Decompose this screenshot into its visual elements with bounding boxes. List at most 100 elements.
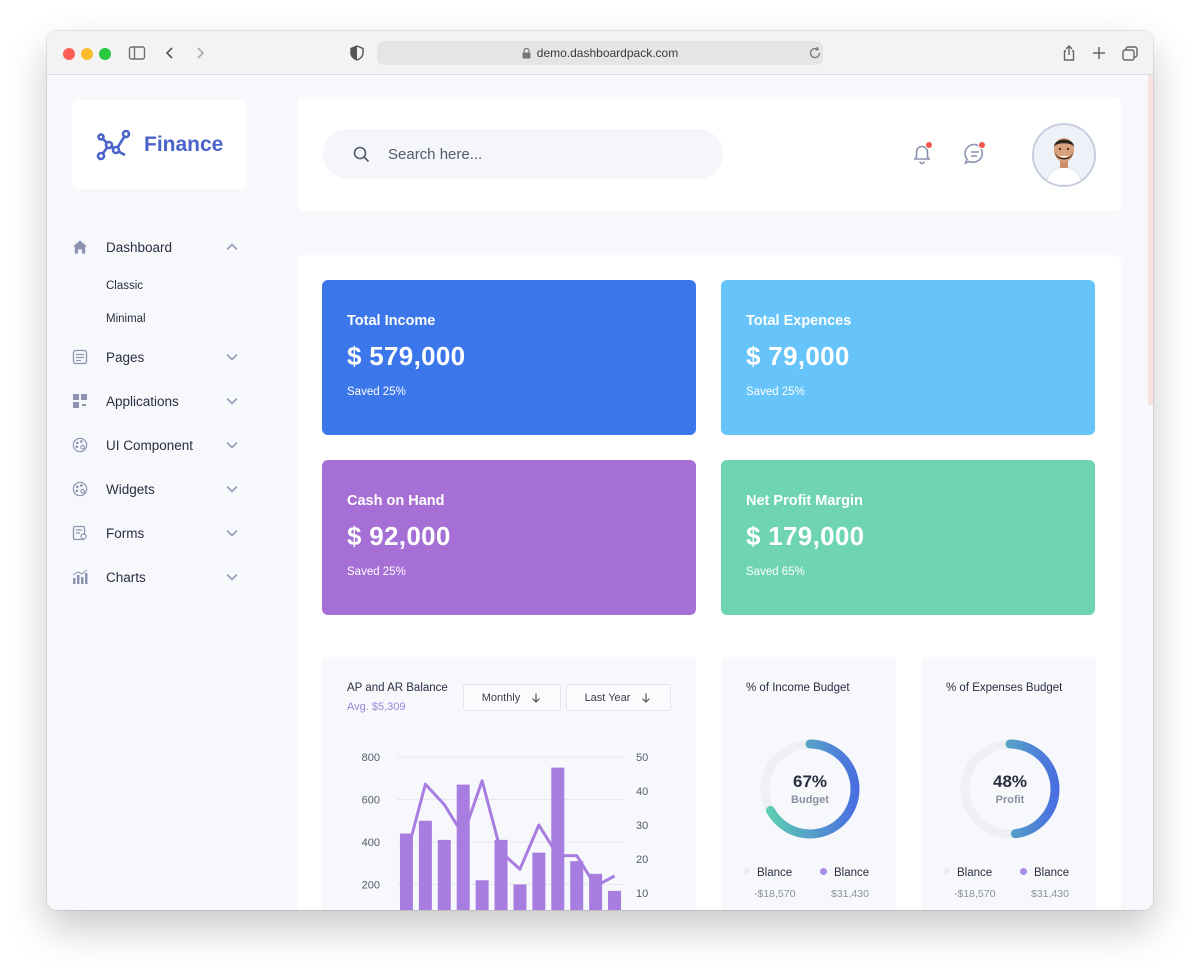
donut-percent: 67% xyxy=(792,772,828,791)
sidebar-item-pages[interactable]: Pages xyxy=(72,335,247,379)
new-tab-icon[interactable] xyxy=(1089,43,1109,63)
sidebar-item-applications[interactable]: Applications xyxy=(72,379,247,423)
chart-bar xyxy=(494,839,508,910)
y-right-tick-label: 20 xyxy=(636,854,648,866)
chevron-down-icon xyxy=(226,397,238,405)
page-content: Finance Dashboard Classic Minimal Pages xyxy=(47,75,1153,910)
sidebar-item-dashboard[interactable]: Dashboard xyxy=(72,225,247,269)
sidebar-item-ui-component[interactable]: UI Component xyxy=(72,423,247,467)
card-title: % of Expenses Budget xyxy=(946,682,1063,694)
legend-value: $31,430 xyxy=(1031,888,1069,900)
lock-icon xyxy=(522,47,531,58)
arrow-down-icon xyxy=(642,693,651,703)
form-icon xyxy=(72,525,88,541)
stat-subtext: Saved 65% xyxy=(746,566,805,578)
chevron-down-icon xyxy=(226,353,238,361)
sidebar-subitem-classic[interactable]: Classic xyxy=(106,279,144,292)
notifications-button[interactable] xyxy=(909,141,935,167)
minimize-window-button[interactable] xyxy=(81,48,93,60)
y-left-tick-label: 800 xyxy=(362,752,380,764)
close-window-button[interactable] xyxy=(63,48,75,60)
search-bar[interactable] xyxy=(323,129,723,179)
bar-chart-icon xyxy=(72,569,88,585)
search-icon[interactable] xyxy=(353,146,370,163)
sidebar-item-widgets[interactable]: Widgets xyxy=(72,467,247,511)
sidebar-nav: Dashboard Classic Minimal Pages Applicat… xyxy=(72,225,247,599)
grid-icon xyxy=(72,393,88,409)
reload-icon[interactable] xyxy=(807,45,823,61)
legend-label: Blance xyxy=(834,867,870,879)
legend-dot xyxy=(743,868,750,875)
scrollbar[interactable] xyxy=(1148,75,1153,405)
back-icon[interactable] xyxy=(160,43,180,63)
maximize-window-button[interactable] xyxy=(99,48,111,60)
stat-card-total-expences[interactable]: Total Expences $ 79,000 Saved 25% xyxy=(721,280,1095,435)
stat-title: Net Profit Margin xyxy=(746,493,863,509)
dropdown-value: Last Year xyxy=(584,691,631,704)
shield-icon[interactable] xyxy=(347,43,367,63)
legend-label: Blance xyxy=(1034,867,1070,879)
home-icon xyxy=(72,239,88,255)
card-title: AP and AR Balance xyxy=(347,682,448,694)
period-dropdown[interactable]: Monthly xyxy=(463,684,561,711)
chart-bar xyxy=(570,861,584,910)
sidebar-item-label: Forms xyxy=(106,525,145,541)
y-left-tick-label: 600 xyxy=(362,795,380,807)
chart-bar xyxy=(437,839,451,910)
palette-icon xyxy=(72,437,88,453)
address-bar[interactable]: demo.dashboardpack.com xyxy=(377,41,823,65)
chart-bar xyxy=(399,833,413,910)
sidebar-toggle-icon[interactable] xyxy=(127,43,147,63)
chevron-down-icon xyxy=(226,485,238,493)
y-right-tick-label: 30 xyxy=(636,820,648,832)
average-value: Avg. $5,309 xyxy=(347,701,406,713)
income-budget-donut: 67% Budget xyxy=(758,737,862,841)
messages-button[interactable] xyxy=(962,141,988,167)
search-input[interactable] xyxy=(388,145,688,163)
url-text: demo.dashboardpack.com xyxy=(536,46,679,60)
stat-subtext: Saved 25% xyxy=(347,566,406,578)
top-header xyxy=(297,97,1121,211)
forward-icon[interactable] xyxy=(190,43,210,63)
chart-bar xyxy=(418,820,432,910)
stat-card-net-profit-margin[interactable]: Net Profit Margin $ 179,000 Saved 65% xyxy=(721,460,1095,615)
stat-card-total-income[interactable]: Total Income $ 579,000 Saved 25% xyxy=(322,280,696,435)
legend-label: Blance xyxy=(757,867,793,879)
y-right-tick-label: 10 xyxy=(636,888,648,900)
sidebar-item-charts[interactable]: Charts xyxy=(72,555,247,599)
dropdown-value: Monthly xyxy=(481,691,521,704)
brand-logo[interactable]: Finance xyxy=(72,100,247,189)
chevron-down-icon xyxy=(226,529,238,537)
stat-value: $ 79,000 xyxy=(746,341,850,371)
sidebar-item-forms[interactable]: Forms xyxy=(72,511,247,555)
y-left-tick-label: 200 xyxy=(362,880,380,892)
stat-subtext: Saved 25% xyxy=(746,386,805,398)
balance-chart-card: AP and AR Balance Avg. $5,309 Monthly La… xyxy=(322,657,696,910)
browser-window: demo.dashboardpack.com Finance xyxy=(47,31,1153,910)
y-left-tick-label: 400 xyxy=(362,837,380,849)
tab-overview-icon[interactable] xyxy=(1120,43,1140,63)
stat-card-cash-on-hand[interactable]: Cash on Hand $ 92,000 Saved 25% xyxy=(322,460,696,615)
chevron-down-icon xyxy=(226,573,238,581)
bell-icon xyxy=(913,145,931,165)
chevron-down-icon xyxy=(226,441,238,449)
donut-label: Budget xyxy=(791,794,829,806)
sidebar-subitem-minimal[interactable]: Minimal xyxy=(106,312,146,325)
stat-subtext: Saved 25% xyxy=(347,386,406,398)
legend-item: Blance -$18,570 xyxy=(743,867,795,900)
donut-percent: 48% xyxy=(992,772,1028,791)
sidebar-item-label: Dashboard xyxy=(106,239,173,255)
income-budget-card: % of Income Budget 67% Budget xyxy=(721,657,896,910)
legend-value: $31,430 xyxy=(831,888,869,900)
chat-icon xyxy=(964,143,984,165)
sidebar-item-label: Widgets xyxy=(106,481,155,497)
legend-value: -$18,570 xyxy=(754,888,796,900)
browser-titlebar: demo.dashboardpack.com xyxy=(47,31,1153,75)
ap-ar-bar-line-chart: 800 600 400 200 50 40 30 20 10 xyxy=(362,752,648,910)
user-avatar-icon xyxy=(1034,125,1094,185)
chart-bar xyxy=(532,852,546,910)
dashboard-panel: Total Income $ 579,000 Saved 25% Total E… xyxy=(297,255,1121,910)
share-icon[interactable] xyxy=(1059,43,1079,63)
range-dropdown[interactable]: Last Year xyxy=(566,684,671,711)
avatar[interactable] xyxy=(1032,123,1096,187)
